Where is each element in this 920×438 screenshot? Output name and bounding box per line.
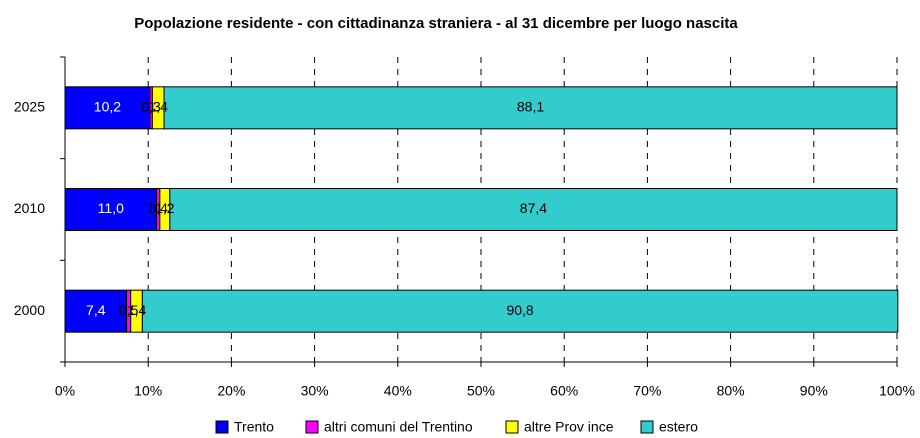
legend-label: altri comuni del Trentino <box>324 419 473 435</box>
legend-label: estero <box>659 419 698 435</box>
x-tick-label: 100% <box>879 383 915 399</box>
bar-segment <box>169 188 898 231</box>
data-label: 0,3 <box>141 99 161 115</box>
data-label: 0,4 <box>148 200 168 216</box>
bar-segment <box>141 289 899 333</box>
x-tick-label: 70% <box>633 383 661 399</box>
x-tick-label: 80% <box>717 383 745 399</box>
x-tick-label: 30% <box>301 383 329 399</box>
legend-label: altre Prov ince <box>524 419 614 435</box>
x-tick-label: 40% <box>384 383 412 399</box>
legend-swatch <box>640 420 654 434</box>
data-label: 88,1 <box>517 99 544 115</box>
data-label: 1,2 <box>155 200 175 216</box>
bar-segment <box>163 86 898 130</box>
legend-swatch <box>505 420 519 434</box>
x-tick-label: 10% <box>134 383 162 399</box>
y-tick-label: 2025 <box>14 99 45 115</box>
legend-swatch <box>215 420 229 434</box>
data-label: 0,5 <box>119 302 139 318</box>
y-tick-label: 2000 <box>14 302 45 318</box>
chart-title: Popolazione residente - con cittadinanza… <box>134 15 738 32</box>
data-label: 1,4 <box>127 302 147 318</box>
x-tick-label: 20% <box>217 383 245 399</box>
x-tick-label: 50% <box>467 383 495 399</box>
x-tick-label: 90% <box>800 383 828 399</box>
data-label: 7,4 <box>86 302 106 318</box>
data-label: 87,4 <box>520 200 547 216</box>
data-label: 90,8 <box>506 302 533 318</box>
data-label: 10,2 <box>94 99 121 115</box>
x-tick-label: 60% <box>550 383 578 399</box>
bar-segment <box>64 86 151 130</box>
bar-segment <box>64 289 128 333</box>
legend-swatch <box>305 420 319 434</box>
y-tick-label: 2010 <box>14 200 45 216</box>
legend-label: Trento <box>234 419 274 435</box>
x-tick-label: 0% <box>55 383 75 399</box>
data-label: 11,0 <box>98 200 124 216</box>
data-label: 1,4 <box>148 99 168 115</box>
